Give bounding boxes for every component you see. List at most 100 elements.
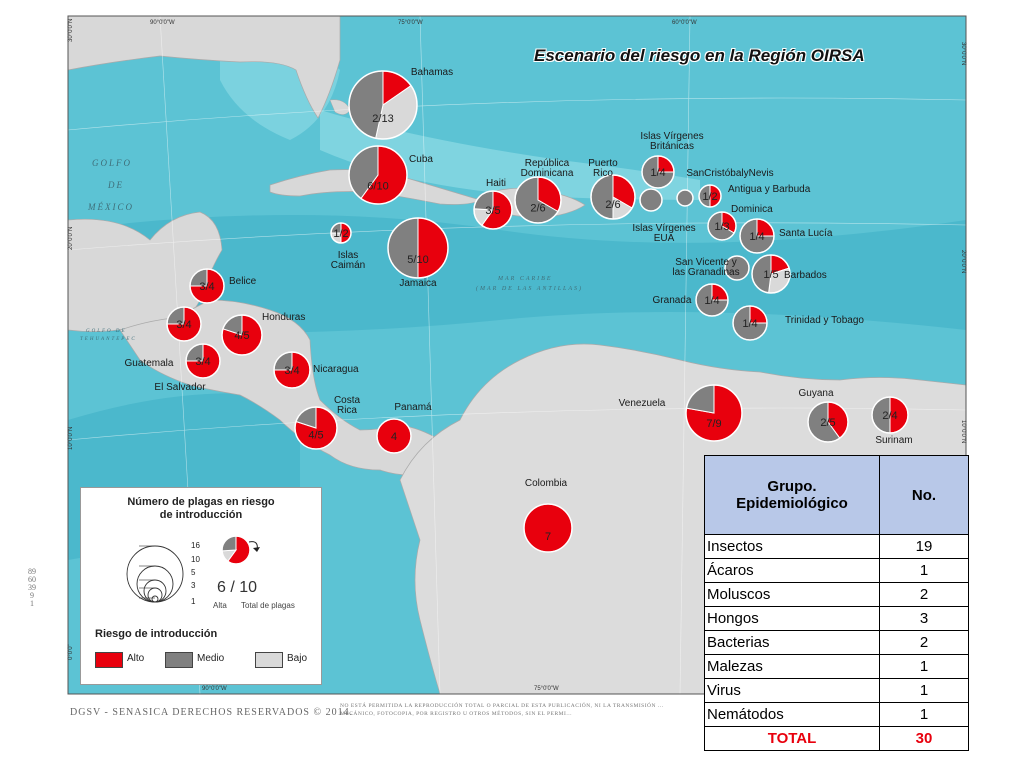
map-legend: Número de plagas en riesgo de introducci… — [80, 487, 322, 685]
svg-text:90°0'0"W: 90°0'0"W — [150, 20, 175, 26]
pie-value-label: 1/4 — [650, 167, 665, 179]
svg-text:10°0'0"N: 10°0'0"N — [68, 427, 74, 450]
pie-outline — [739, 218, 775, 254]
pie-outline — [523, 503, 573, 553]
table-row: Nemátodos 1 — [704, 702, 969, 727]
legend-example-total: Total de plagas — [241, 601, 295, 610]
pie-outline — [189, 268, 225, 304]
legend-size-circle — [136, 565, 174, 603]
pie-value-label: 2/6 — [530, 203, 545, 215]
country-name-label: Surinam — [875, 435, 912, 446]
pie-value-label: 3/5 — [485, 205, 500, 217]
pie-marker: 1/5 Barbados — [751, 254, 827, 294]
pie-outline — [807, 401, 849, 443]
legend-bajo-label: Bajo — [287, 653, 308, 664]
pie-outline — [348, 145, 408, 205]
pie-outline — [590, 174, 636, 220]
country-name-label: EUA — [654, 233, 675, 244]
legend-example-pie — [221, 535, 251, 565]
country-name-label: Santa Lucía — [779, 228, 833, 239]
pie-value-label: 1/5 — [763, 269, 778, 281]
country-name-label: Panamá — [394, 402, 432, 413]
legend-size-circle — [151, 595, 159, 603]
svg-text:30°0'0"N: 30°0'0"N — [68, 19, 74, 42]
pest-group-table: Grupo. Epidemiológico No. Insectos 19 Áca… — [704, 455, 969, 751]
country-name-label: Barbados — [784, 270, 827, 281]
header-no: No. — [879, 455, 969, 535]
pie-marker: 2/5 Guyana — [798, 388, 849, 443]
pie-value-label: 7 — [545, 531, 551, 543]
pie-value-label: 6/10 — [367, 181, 388, 193]
pie-marker: 1/4 Santa Lucía — [739, 218, 833, 254]
pie-value-label: 4 — [391, 431, 397, 443]
pie-marker: 2/4 Surinam — [871, 396, 913, 446]
svg-text:75°0'0"W: 75°0'0"W — [398, 20, 423, 26]
country-name-label: Bahamas — [411, 67, 453, 78]
legend-size-label: 1 — [191, 597, 196, 606]
pie-marker: 1/4 Granada — [653, 283, 729, 317]
caribbean-label-1: MAR CARIBE — [497, 276, 553, 282]
pie-value-label: 3/4 — [199, 281, 214, 293]
pie-marker: 4 Panamá — [376, 402, 432, 454]
pie-value-label: 4/5 — [234, 330, 249, 342]
pie-outline — [166, 306, 202, 342]
legend-title: Número de plagas en riesgo de introducci… — [127, 496, 275, 521]
country-name-label: El Salvador — [154, 382, 206, 393]
pie-outline — [641, 155, 675, 189]
pie-marker: 4/5 Honduras — [221, 312, 305, 356]
pie-outline — [387, 217, 449, 279]
pie-value-label: 1/4 — [704, 295, 719, 307]
legend-example-alto: Alta — [213, 601, 227, 610]
country-name-label: Puerto — [588, 158, 618, 169]
gulf-label-3: MÉXICO — [87, 202, 134, 212]
pie-outline — [724, 255, 750, 281]
gulf-label-1: GOLFO — [92, 158, 132, 168]
legend-size-circle — [126, 545, 184, 603]
pie-marker: Guatemala — [125, 358, 174, 369]
country-name-label: SanCristóbalyNevis — [686, 168, 773, 179]
pie-value-label: 3/4 — [176, 319, 191, 331]
pie-marker: 3/5 Haiti — [473, 178, 513, 230]
pie-outline — [473, 190, 513, 230]
pie-marker: 3/4 Nicaragua — [273, 351, 359, 389]
country-name-label: Costa — [334, 395, 361, 406]
country-name-label: Belice — [229, 276, 257, 287]
legend-size-label: 5 — [191, 568, 196, 577]
pie-value-label: 1/3 — [714, 221, 729, 233]
legend-medio-label: Medio — [197, 653, 225, 664]
side-code: 89 60 39 9 1 — [28, 567, 36, 608]
pie-marker: 7/9 Venezuela — [619, 384, 743, 442]
legend-size-label: 16 — [191, 541, 200, 550]
pie-outline — [751, 254, 791, 294]
country-name-label: San Vicente y — [675, 257, 737, 268]
svg-text:10°0'0"N: 10°0'0"N — [960, 420, 966, 443]
pie-outline — [221, 535, 251, 565]
country-name-label: Honduras — [262, 312, 305, 323]
pie-outline — [348, 70, 418, 140]
tehuantepec-label-2: TEHUANTEPEC — [80, 337, 137, 342]
sea-labels: GOLFO DE MÉXICO MAR CARIBE (MAR DE LAS A… — [80, 158, 581, 342]
swatch-alto — [95, 652, 123, 668]
pie-marker: 5/10 Jamaica — [387, 217, 449, 289]
pie-value-label: 7/9 — [706, 418, 721, 430]
pie-marker: 7 Colombia — [523, 478, 573, 553]
country-name-label: Guatemala — [125, 358, 174, 369]
table-row: Ácaros 1 — [704, 558, 969, 583]
table-row: Virus 1 — [704, 678, 969, 703]
svg-text:20°0'0"N: 20°0'0"N — [68, 227, 74, 250]
legend-graphics: 16 10 5 3 1 6 / 10 Alta Total de plagas — [126, 535, 295, 610]
table-total-row: TOTAL 30 — [704, 726, 969, 751]
pie-value-label: 4/5 — [308, 430, 323, 442]
reproduction-notice: NO ESTÁ PERMITIDA LA REPRODUCCIÓN TOTAL … — [340, 703, 664, 717]
pie-value-label: 1/2 — [702, 191, 717, 203]
pie-value-label: 2/6 — [605, 199, 620, 211]
pie-outline — [639, 188, 663, 212]
pie-outline — [376, 418, 412, 454]
pie-outline — [698, 184, 722, 208]
country-name-label: las Granadinas — [672, 267, 739, 278]
pie-value-label: 3/4 — [284, 365, 299, 377]
